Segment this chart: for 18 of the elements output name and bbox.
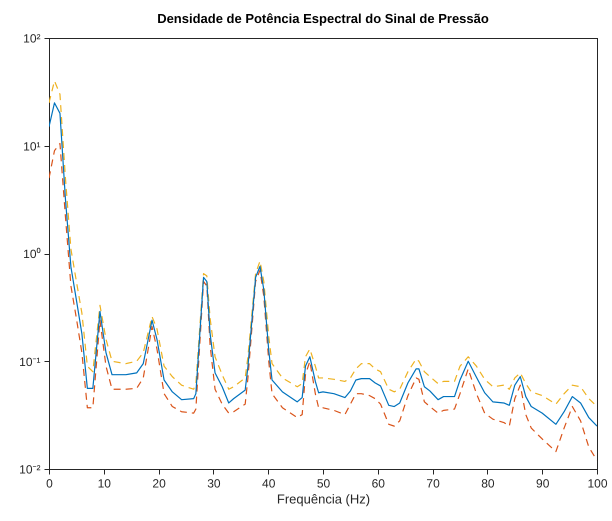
x-tick-label: 30 [207, 476, 221, 490]
x-tick-label: 20 [152, 476, 166, 490]
x-axis-title: Frequência (Hz) [276, 492, 370, 506]
y-tick-label: 10⁻² [19, 462, 41, 476]
x-tick-label: 80 [481, 476, 495, 490]
x-tick-label: 60 [372, 476, 386, 490]
y-tick-label: 10¹ [23, 139, 41, 154]
y-tick-label: 10² [23, 32, 41, 46]
y-tick-label: 10⁰ [23, 247, 40, 261]
x-tick-label: 90 [536, 476, 550, 490]
x-tick-label: 0 [46, 476, 54, 490]
y-tick-label: 10⁻¹ [19, 354, 41, 369]
x-tick-label: 70 [426, 476, 440, 490]
chart-title: Densidade de Potência Espectral do Sinal de Pressão [157, 11, 489, 26]
x-tick-label: 50 [316, 476, 330, 490]
x-tick-label: 40 [262, 476, 276, 490]
x-tick-label: 10 [98, 476, 112, 490]
x-tick-label: 100 [587, 476, 608, 490]
